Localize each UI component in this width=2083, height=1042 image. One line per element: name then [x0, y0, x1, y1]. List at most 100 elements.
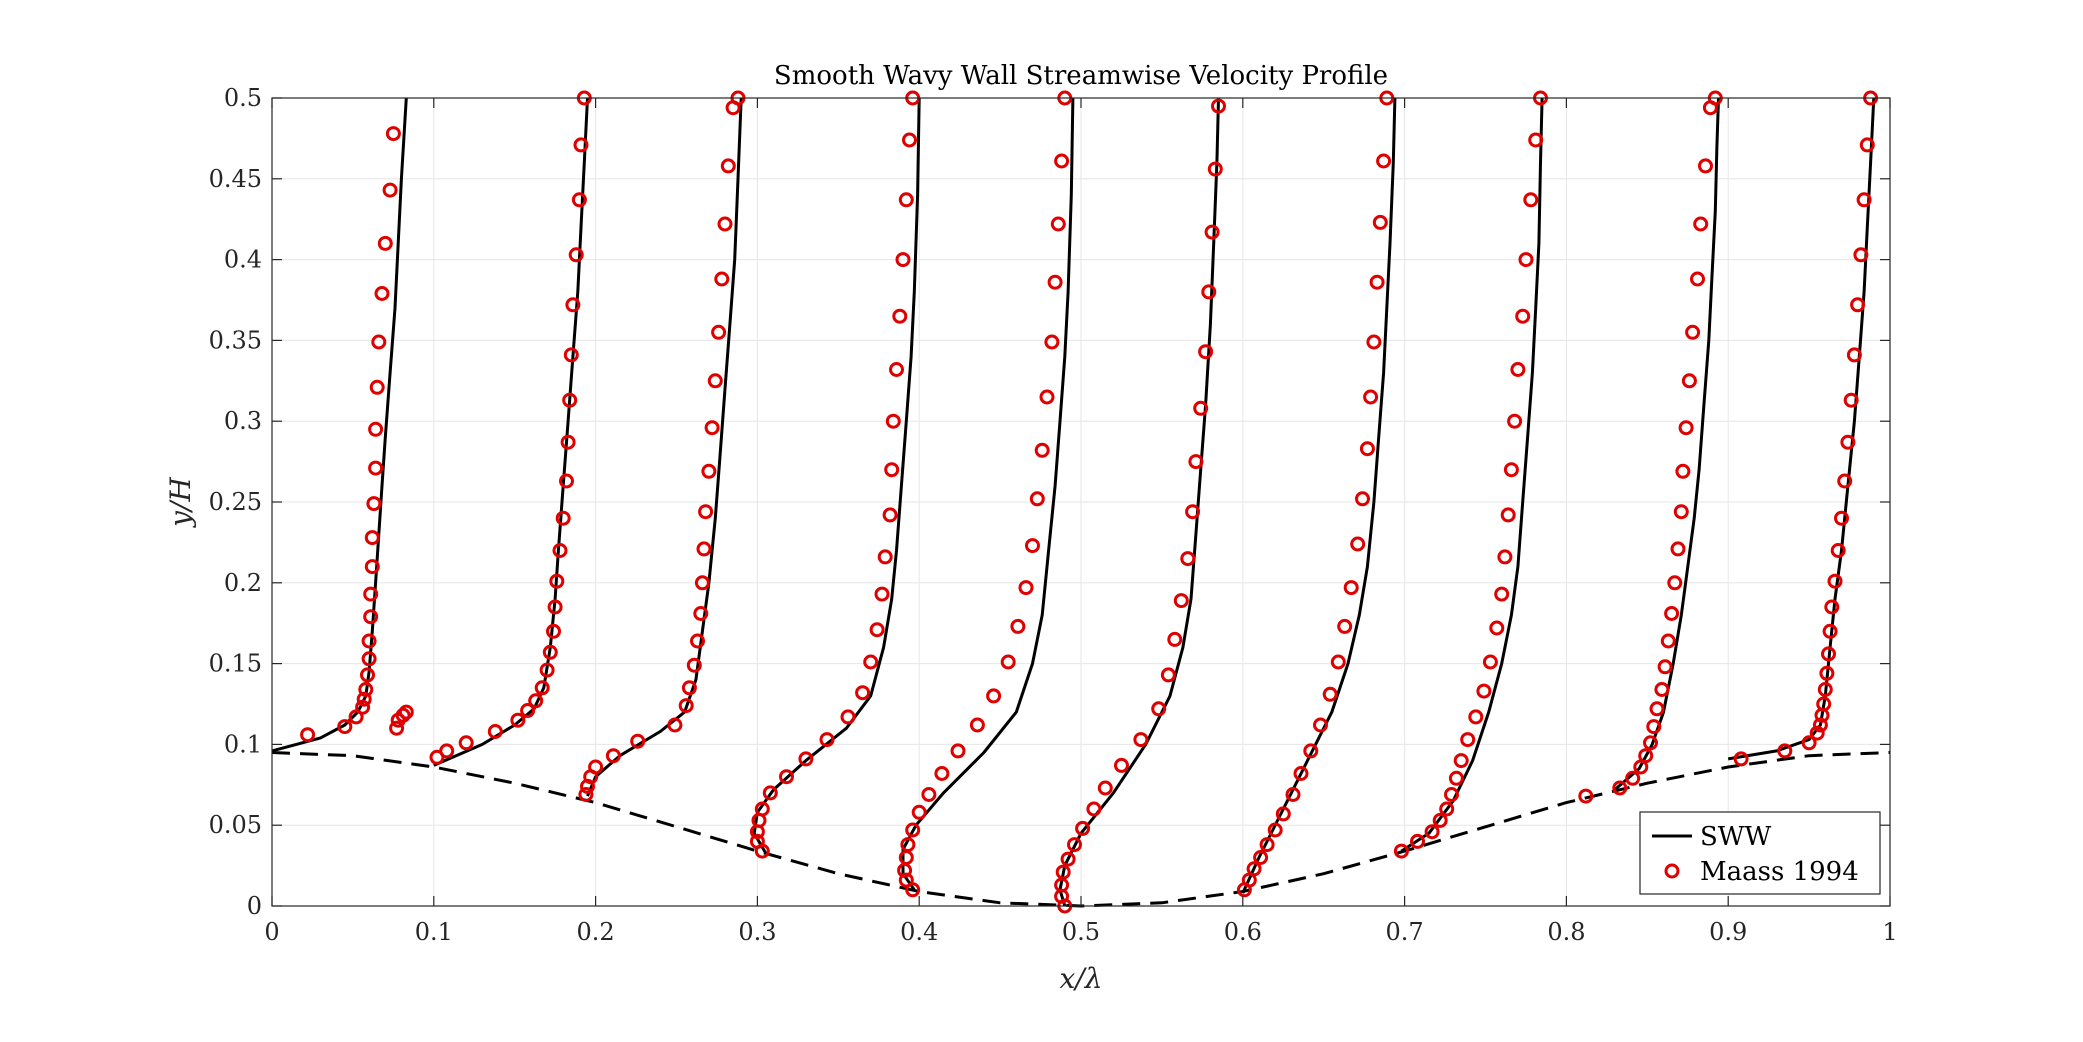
maass-data-point — [1055, 864, 1071, 880]
maass-data-point — [520, 703, 536, 718]
maass-data-point — [779, 769, 794, 785]
maass-data-point — [1034, 442, 1050, 458]
maass-data-point — [1515, 308, 1531, 324]
maass-data-point — [1201, 284, 1217, 300]
maass-data-point — [1834, 510, 1849, 526]
maass-data-point — [1460, 732, 1476, 748]
maass-data-point — [1025, 538, 1040, 554]
y-tick-label: 0.05 — [209, 811, 262, 839]
maass-data-point — [1837, 473, 1853, 489]
maass-data-point — [1494, 586, 1510, 602]
maass-data-point — [711, 324, 727, 340]
maass-data-point — [364, 530, 380, 546]
maass-data-point — [882, 507, 898, 523]
maass-data-point — [1010, 618, 1026, 634]
maass-data-point — [1500, 507, 1516, 523]
maass-data-point — [1507, 413, 1523, 429]
maass-data-point — [885, 413, 901, 429]
maass-data-point — [571, 192, 587, 208]
maass-data-point — [1313, 717, 1328, 733]
maass-data-point — [1267, 822, 1283, 838]
y-tick-label: 0.15 — [209, 650, 262, 678]
maass-data-point — [1816, 696, 1832, 712]
maass-data-point — [1660, 633, 1676, 649]
maass-data-point — [1211, 98, 1226, 114]
maass-data-point — [717, 216, 733, 232]
maass-data-point — [1167, 631, 1183, 647]
legend-maass-marker — [1664, 863, 1680, 879]
x-tick-label: 1 — [1882, 918, 1897, 946]
maass-data-point — [1824, 599, 1840, 615]
maass-data-point — [1801, 735, 1817, 751]
maass-data-point — [1350, 536, 1366, 552]
sww-profile-line — [752, 97, 921, 854]
maass-data-point — [840, 709, 856, 725]
maass-data-point — [1363, 389, 1379, 405]
maass-data-point — [1453, 753, 1469, 769]
legend-box — [1639, 811, 1881, 895]
maass-data-point — [1173, 593, 1189, 609]
maass-data-point — [678, 698, 694, 714]
maass-data-point — [1690, 271, 1705, 287]
maass-data-point — [1638, 748, 1654, 764]
maass-data-point — [874, 586, 890, 602]
sww-profile-line — [1727, 97, 1876, 761]
maass-data-point — [1303, 743, 1319, 759]
maass-data-point — [701, 463, 717, 479]
maass-data-point — [555, 510, 571, 526]
maass-data-point — [1204, 224, 1220, 240]
maass-data-point — [1047, 274, 1063, 290]
maass-data-point — [588, 759, 604, 775]
maass-data-point — [510, 712, 526, 728]
maass-data-point — [578, 787, 594, 802]
maass-data-point — [1625, 770, 1641, 786]
maass-data-point — [1649, 701, 1665, 717]
maass-data-point — [1000, 654, 1016, 670]
maass-data-point — [1846, 347, 1862, 363]
maass-data-point — [686, 657, 702, 673]
maass-data-point — [1114, 757, 1129, 773]
maass-data-point — [1657, 659, 1673, 675]
maass-data-point — [869, 622, 885, 638]
maass-data-point — [1039, 389, 1055, 405]
maass-data-point — [1853, 247, 1869, 263]
maass-data-point — [877, 549, 893, 565]
maass-data-point — [986, 688, 1002, 704]
maass-data-point — [1523, 192, 1539, 208]
maass-data-point — [1133, 732, 1149, 748]
maass-data-point — [1207, 161, 1223, 177]
x-tick-label: 0 — [264, 918, 279, 946]
maass-data-point — [1097, 780, 1113, 796]
maass-data-point — [900, 837, 916, 853]
maass-data-point — [439, 743, 455, 759]
maass-data-point — [366, 496, 382, 512]
maass-data-point — [1643, 735, 1658, 751]
maass-data-point — [539, 662, 555, 678]
maass-data-point — [1060, 851, 1076, 867]
sww-profile-line — [1241, 97, 1397, 894]
maass-data-point — [1693, 216, 1709, 232]
y-tick-label: 0 — [247, 892, 262, 920]
maass-data-point — [1497, 549, 1513, 565]
maass-data-point — [1777, 743, 1793, 759]
maass-data-point — [568, 247, 584, 263]
maass-data-point — [690, 633, 705, 649]
maass-data-point — [1685, 324, 1701, 340]
x-tick-label: 0.8 — [1547, 918, 1585, 946]
maass-data-point — [1067, 837, 1082, 853]
y-tick-label: 0.25 — [209, 488, 262, 516]
maass-data-point — [562, 392, 578, 408]
maass-data-point — [563, 347, 579, 363]
maass-data-point — [1812, 717, 1828, 733]
maass-data-point — [1050, 216, 1066, 232]
maass-data-point — [1612, 780, 1628, 796]
maass-data-point — [1343, 580, 1359, 596]
x-tick-label: 0.4 — [900, 918, 938, 946]
maass-data-point — [630, 733, 646, 749]
maass-data-point — [720, 158, 736, 174]
maass-data-point — [898, 192, 914, 208]
maass-data-point — [1369, 274, 1385, 290]
x-tick-label: 0.6 — [1224, 918, 1262, 946]
y-axis-label: y/H — [164, 477, 197, 529]
maass-data-point — [1086, 801, 1102, 817]
